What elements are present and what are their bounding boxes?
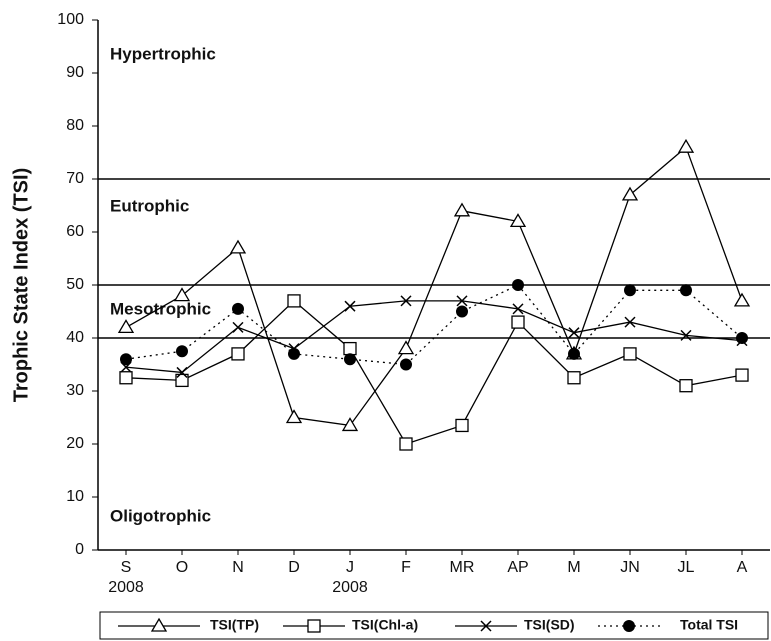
series-line <box>125 300 743 445</box>
marker <box>173 287 191 302</box>
marker <box>175 373 189 388</box>
y-tick-label: 50 <box>66 276 84 293</box>
legend-marker <box>623 620 635 632</box>
marker <box>400 358 412 371</box>
marker <box>231 347 245 361</box>
marker <box>343 341 357 356</box>
x-tick-sublabel: 2008 <box>108 579 144 596</box>
legend-marker <box>480 620 492 632</box>
x-tick-label: JN <box>620 559 640 576</box>
marker <box>511 315 525 329</box>
marker <box>400 295 412 307</box>
marker <box>285 409 303 424</box>
marker <box>512 303 524 315</box>
marker <box>621 186 639 201</box>
x-tick-label: JL <box>678 559 695 576</box>
y-tick-label: 0 <box>75 541 84 558</box>
x-tick-label: AP <box>507 559 528 576</box>
series-line <box>125 300 743 374</box>
marker <box>680 329 692 341</box>
marker <box>232 321 244 333</box>
marker <box>344 300 356 312</box>
x-tick-label: M <box>567 559 580 576</box>
legend-marker <box>307 619 321 633</box>
marker <box>176 366 188 378</box>
marker <box>287 294 301 308</box>
x-tick-label: J <box>346 559 354 576</box>
x-tick-label: O <box>176 559 188 576</box>
series-line <box>125 284 743 366</box>
marker <box>117 319 135 334</box>
marker <box>677 138 695 153</box>
marker <box>624 316 636 328</box>
marker <box>456 305 468 318</box>
legend-box <box>99 611 769 640</box>
legend-label: TSI(SD) <box>524 617 575 633</box>
marker <box>455 418 469 433</box>
marker <box>568 347 580 360</box>
zone-label: Oligotrophic <box>110 506 211 525</box>
marker <box>680 284 692 297</box>
series-line <box>125 146 743 427</box>
x-tick-label: S <box>121 559 132 576</box>
marker <box>344 353 356 366</box>
y-tick-label: 100 <box>57 11 84 28</box>
y-tick-label: 70 <box>66 170 84 187</box>
y-tick-label: 60 <box>66 223 84 240</box>
marker <box>679 379 693 393</box>
marker <box>397 340 415 355</box>
marker <box>288 347 300 360</box>
legend-label: TSI(TP) <box>210 617 259 633</box>
legend-marker <box>150 617 168 632</box>
y-tick-label: 10 <box>66 488 84 505</box>
x-tick-label: D <box>288 559 300 576</box>
zone-label: Mesotrophic <box>110 299 211 318</box>
x-tick-label: MR <box>450 559 475 576</box>
marker <box>623 347 637 361</box>
marker <box>119 371 133 385</box>
y-axis-label: Trophic State Index (TSI) <box>10 168 32 402</box>
y-tick-label: 80 <box>66 117 84 134</box>
y-tick-label: 40 <box>66 329 84 346</box>
marker <box>229 239 247 254</box>
marker <box>453 202 471 217</box>
marker <box>176 345 188 358</box>
y-tick-label: 20 <box>66 435 84 452</box>
legend-label: TSI(Chl-a) <box>352 617 418 633</box>
x-tick-sublabel: 2008 <box>332 579 368 596</box>
marker <box>399 437 413 451</box>
marker <box>736 332 748 344</box>
marker <box>456 295 468 307</box>
marker <box>733 292 751 307</box>
zone-label: Eutrophic <box>110 196 189 215</box>
marker <box>232 302 244 315</box>
marker <box>509 213 527 228</box>
marker <box>567 371 581 385</box>
marker <box>735 368 749 382</box>
marker <box>120 353 132 366</box>
marker <box>568 327 580 339</box>
x-tick-label: F <box>401 559 411 576</box>
marker <box>512 279 524 291</box>
marker <box>624 284 636 297</box>
y-tick-label: 90 <box>66 64 84 81</box>
marker <box>341 417 359 432</box>
legend-label: Total TSI <box>680 617 738 633</box>
y-tick-label: 30 <box>66 382 84 399</box>
x-tick-label: A <box>737 559 748 576</box>
x-tick-label: N <box>232 559 244 576</box>
zone-label: Hypertrophic <box>110 44 216 63</box>
